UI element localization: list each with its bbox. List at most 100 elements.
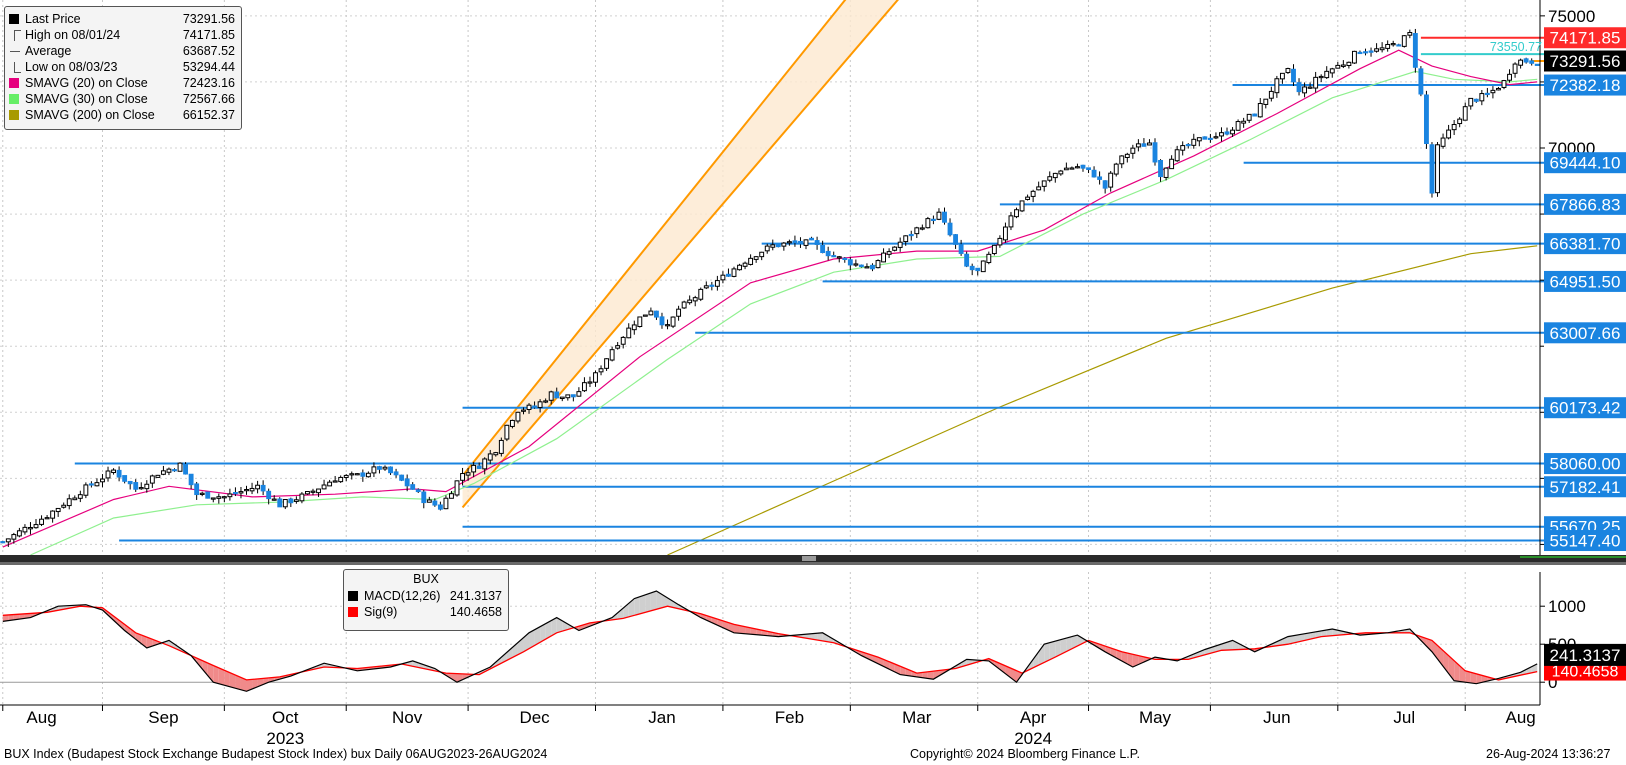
macd-hist-fill [756, 629, 762, 636]
candle-body [327, 481, 333, 487]
macd-hist-fill [828, 636, 834, 643]
candle-body [809, 237, 814, 241]
candle-body [116, 469, 122, 478]
candle-body [825, 250, 831, 257]
candle-body [282, 499, 288, 508]
candle [1091, 166, 1097, 178]
macd-hist-fill [229, 672, 236, 689]
candle-body [1014, 209, 1019, 218]
candle [554, 387, 560, 399]
candle-body [66, 498, 72, 507]
candle [764, 243, 770, 254]
candle-body [714, 280, 720, 287]
macd-hist-fill [235, 675, 241, 690]
macd-value-label: 241.3137 [1550, 646, 1621, 665]
candle-body [687, 299, 693, 304]
candle-body [748, 257, 754, 265]
macd-hist-fill [24, 613, 31, 619]
candle [133, 479, 139, 492]
candle-body [305, 491, 310, 495]
macd-hist-fill [202, 660, 208, 676]
candle [1174, 145, 1180, 162]
candle-body [39, 518, 44, 525]
macd-hist-fill [933, 670, 939, 680]
x-month-label-6: Feb [775, 708, 804, 727]
candle [1086, 167, 1091, 174]
candle-body [1174, 149, 1180, 162]
macd-hist-fill [1304, 632, 1311, 641]
macd-hist-fill [927, 671, 934, 680]
candle-body [1180, 145, 1186, 151]
macd-legend-row-1: Sig(9) 140.4658 [344, 604, 508, 620]
candle-body [781, 242, 787, 247]
level-box-3 [1544, 74, 1626, 96]
macd-hist-fill [246, 679, 253, 692]
candle [371, 462, 377, 478]
candle [670, 316, 676, 329]
trend-channel [461, 0, 899, 509]
candle-body [798, 240, 803, 245]
macd-value-box [1544, 643, 1626, 666]
level-label-13: 55147.40 [1550, 532, 1621, 551]
macd-hist-fill [163, 640, 169, 646]
macd-hist-fill [451, 673, 458, 683]
candle-body [299, 493, 305, 502]
macd-hist-fill [506, 647, 513, 661]
candle [532, 401, 538, 409]
candle [676, 305, 682, 321]
candle [1058, 169, 1064, 176]
legend-row-2: Average 63687.52 [5, 43, 241, 59]
candle [0, 540, 6, 544]
candle [1158, 159, 1163, 182]
candle-body [526, 404, 532, 411]
macd-hist-fill [1105, 646, 1111, 655]
candle [914, 226, 920, 239]
candle-body [1135, 143, 1141, 148]
candle-body [1102, 180, 1108, 189]
macd-y-tick-label-0: 1000 [1548, 597, 1586, 616]
candle [1351, 50, 1357, 64]
candle-body [820, 244, 826, 254]
candle [1484, 87, 1490, 98]
candle [1379, 42, 1385, 53]
candle-body [149, 475, 155, 484]
macd-hist-fill [523, 632, 530, 652]
candle [548, 390, 554, 405]
x-axis-labels: Aug Sep Oct Nov Dec Jan Feb Mar Apr May Jun Jul Aug 2… [0, 704, 1540, 748]
candle-body [1479, 93, 1485, 102]
candle-body [964, 253, 970, 267]
candle-body [183, 463, 189, 475]
candle [310, 488, 316, 496]
legend-value-0: 73291.56 [182, 12, 235, 26]
divider-shadow [0, 562, 1626, 565]
level-label-0: 74171.85 [1550, 29, 1621, 48]
candle [737, 263, 742, 271]
macd-hist-fill [130, 628, 136, 640]
candle-body [343, 474, 349, 478]
footer-timestamp: 26-Aug-2024 13:36:27 [1486, 747, 1611, 761]
candle [1335, 61, 1341, 69]
candle-body [28, 526, 33, 530]
candle [1440, 133, 1446, 149]
candle [1490, 86, 1496, 99]
candle-body [194, 483, 200, 496]
horizontal-levels [74, 36, 1544, 542]
candle [1529, 58, 1535, 66]
candle-body [1340, 64, 1346, 67]
candle-body [1462, 106, 1468, 121]
candle [72, 495, 78, 501]
candle [936, 208, 942, 221]
candle [1230, 127, 1235, 138]
candle-body [1036, 186, 1042, 191]
level-label-11: 57182.41 [1550, 478, 1621, 497]
candle [842, 257, 848, 263]
candle [515, 411, 521, 424]
candle-body [498, 439, 504, 454]
candle-body [1119, 155, 1125, 165]
candle [509, 419, 515, 429]
candle-body [160, 470, 166, 475]
macd-hist-fill [1121, 651, 1128, 664]
candle-body [1047, 176, 1053, 181]
macd-hist-fill [1066, 636, 1072, 652]
